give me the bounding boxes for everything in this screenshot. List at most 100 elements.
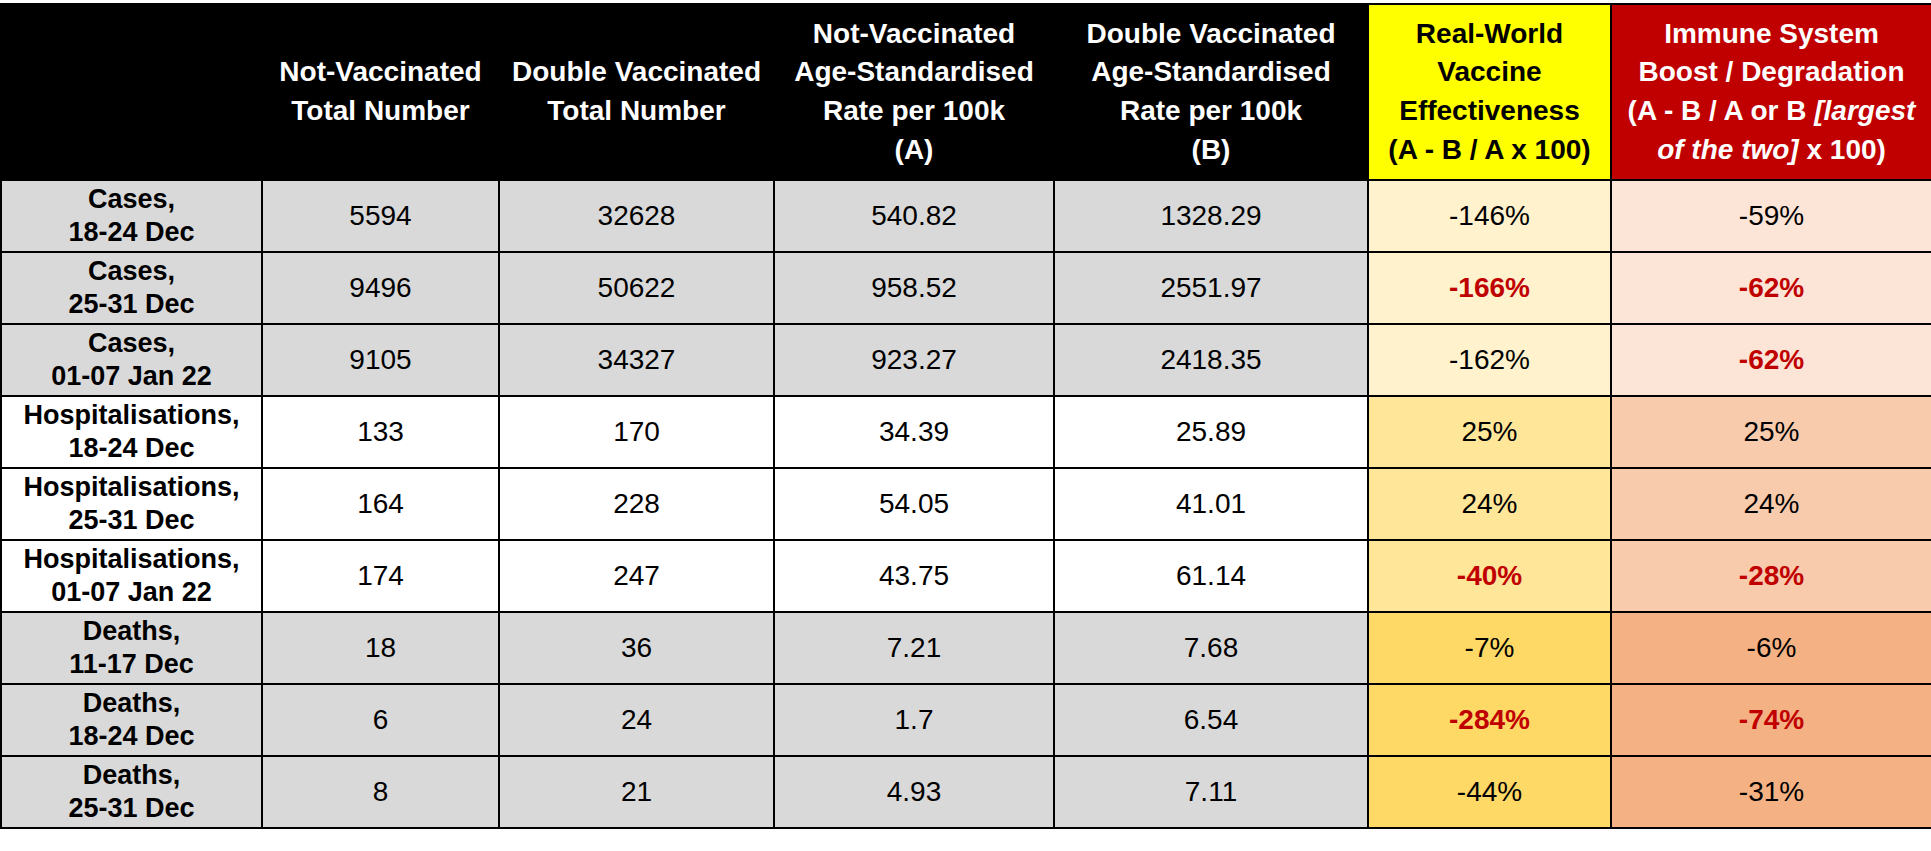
header-corner-cell — [1, 4, 262, 180]
cell-rate-a: 34.39 — [774, 396, 1054, 468]
cell-not-vaccinated-total: 9496 — [262, 252, 499, 324]
cell-rate-a: 54.05 — [774, 468, 1054, 540]
cell-boost: 25% — [1611, 396, 1931, 468]
cell-not-vaccinated-total: 164 — [262, 468, 499, 540]
row-label-dates: 25-31 Dec — [6, 792, 257, 825]
cell-double-vaccinated-total: 34327 — [499, 324, 774, 396]
cell-rate-a: 43.75 — [774, 540, 1054, 612]
cell-double-vaccinated-total: 24 — [499, 684, 774, 756]
cell-effectiveness: -284% — [1368, 684, 1611, 756]
cell-boost: -28% — [1611, 540, 1931, 612]
row-label-dates: 11-17 Dec — [6, 648, 257, 681]
row-label-dates: 18-24 Dec — [6, 216, 257, 249]
row-label-dates: 18-24 Dec — [6, 720, 257, 753]
cell-double-vaccinated-total: 32628 — [499, 180, 774, 252]
row-label: Deaths, 11-17 Dec — [1, 612, 262, 684]
header-double-vaccinated-total: Double Vaccinated Total Number — [499, 4, 774, 180]
cell-not-vaccinated-total: 6 — [262, 684, 499, 756]
table-row: Cases, 18-24 Dec 5594 32628 540.82 1328.… — [1, 180, 1931, 252]
cell-effectiveness: 24% — [1368, 468, 1611, 540]
cell-rate-a: 4.93 — [774, 756, 1054, 828]
cell-not-vaccinated-total: 174 — [262, 540, 499, 612]
cell-rate-a: 7.21 — [774, 612, 1054, 684]
header-line: Age-Standardised — [779, 53, 1049, 92]
header-line: (A) — [779, 131, 1049, 170]
row-label: Cases, 01-07 Jan 22 — [1, 324, 262, 396]
table-row: Cases, 01-07 Jan 22 9105 34327 923.27 24… — [1, 324, 1931, 396]
cell-not-vaccinated-total: 8 — [262, 756, 499, 828]
vaccine-effectiveness-table: Not-Vaccinated Total Number Double Vacci… — [0, 3, 1931, 829]
header-real-world-effectiveness: Real-World Vaccine Effectiveness (A - B … — [1368, 4, 1611, 180]
cell-not-vaccinated-total: 18 — [262, 612, 499, 684]
row-label-dates: 18-24 Dec — [6, 432, 257, 465]
header-line: (B) — [1059, 131, 1363, 170]
cell-effectiveness: -40% — [1368, 540, 1611, 612]
cell-effectiveness: 25% — [1368, 396, 1611, 468]
cell-rate-b: 41.01 — [1054, 468, 1368, 540]
header-immune-system-boost: Immune System Boost / Degradation (A - B… — [1611, 4, 1931, 180]
header-line: Rate per 100k — [1059, 92, 1363, 131]
header-line: (A - B / A x 100) — [1373, 131, 1606, 170]
cell-not-vaccinated-total: 5594 — [262, 180, 499, 252]
cell-rate-b: 2551.97 — [1054, 252, 1368, 324]
header-line: Double Vaccinated — [504, 53, 769, 92]
header-line-normal: (A - B / A or B — [1628, 95, 1815, 126]
row-label: Deaths, 25-31 Dec — [1, 756, 262, 828]
cell-boost: -62% — [1611, 252, 1931, 324]
cell-rate-b: 25.89 — [1054, 396, 1368, 468]
header-line: Effectiveness — [1373, 92, 1606, 131]
cell-double-vaccinated-total: 21 — [499, 756, 774, 828]
table-row: Hospitalisations, 18-24 Dec 133 170 34.3… — [1, 396, 1931, 468]
row-label-dates: 25-31 Dec — [6, 288, 257, 321]
table-row: Deaths, 11-17 Dec 18 36 7.21 7.68 -7% -6… — [1, 612, 1931, 684]
cell-rate-b: 7.68 — [1054, 612, 1368, 684]
header-row: Not-Vaccinated Total Number Double Vacci… — [1, 4, 1931, 180]
cell-boost: -59% — [1611, 180, 1931, 252]
cell-double-vaccinated-total: 170 — [499, 396, 774, 468]
header-line: Real-World — [1373, 15, 1606, 54]
cell-rate-a: 923.27 — [774, 324, 1054, 396]
cell-boost: 24% — [1611, 468, 1931, 540]
header-line: Total Number — [504, 92, 769, 131]
row-label-category: Cases, — [6, 327, 257, 360]
cell-effectiveness: -146% — [1368, 180, 1611, 252]
cell-rate-a: 958.52 — [774, 252, 1054, 324]
header-line: Boost / Degradation — [1616, 53, 1927, 92]
cell-boost: -74% — [1611, 684, 1931, 756]
row-label-dates: 01-07 Jan 22 — [6, 360, 257, 393]
header-line: (A - B / A or B [largest — [1616, 92, 1927, 131]
cell-double-vaccinated-total: 228 — [499, 468, 774, 540]
row-label: Hospitalisations, 25-31 Dec — [1, 468, 262, 540]
row-label: Cases, 18-24 Dec — [1, 180, 262, 252]
row-label-category: Cases, — [6, 255, 257, 288]
row-label: Hospitalisations, 18-24 Dec — [1, 396, 262, 468]
row-label-category: Hospitalisations, — [6, 543, 257, 576]
row-label-category: Cases, — [6, 183, 257, 216]
cell-double-vaccinated-total: 36 — [499, 612, 774, 684]
header-line: Immune System — [1616, 15, 1927, 54]
header-double-vaccinated-rate-b: Double Vaccinated Age-Standardised Rate … — [1054, 4, 1368, 180]
header-line-italic: [largest — [1814, 95, 1915, 126]
header-line: Total Number — [267, 92, 494, 131]
row-label-category: Deaths, — [6, 615, 257, 648]
header-line: of the two] x 100) — [1616, 131, 1927, 170]
row-label-dates: 01-07 Jan 22 — [6, 576, 257, 609]
header-line: Double Vaccinated — [1059, 15, 1363, 54]
header-line-normal: x 100) — [1799, 134, 1886, 165]
table-row: Hospitalisations, 01-07 Jan 22 174 247 4… — [1, 540, 1931, 612]
cell-effectiveness: -7% — [1368, 612, 1611, 684]
row-label: Hospitalisations, 01-07 Jan 22 — [1, 540, 262, 612]
table-row: Hospitalisations, 25-31 Dec 164 228 54.0… — [1, 468, 1931, 540]
cell-not-vaccinated-total: 9105 — [262, 324, 499, 396]
cell-rate-b: 7.11 — [1054, 756, 1368, 828]
row-label-category: Deaths, — [6, 759, 257, 792]
cell-boost: -6% — [1611, 612, 1931, 684]
header-line: Not-Vaccinated — [267, 53, 494, 92]
row-label: Cases, 25-31 Dec — [1, 252, 262, 324]
header-line: Age-Standardised — [1059, 53, 1363, 92]
header-not-vaccinated-rate-a: Not-Vaccinated Age-Standardised Rate per… — [774, 4, 1054, 180]
header-line: Rate per 100k — [779, 92, 1049, 131]
cell-rate-b: 61.14 — [1054, 540, 1368, 612]
cell-rate-b: 2418.35 — [1054, 324, 1368, 396]
row-label-category: Hospitalisations, — [6, 471, 257, 504]
